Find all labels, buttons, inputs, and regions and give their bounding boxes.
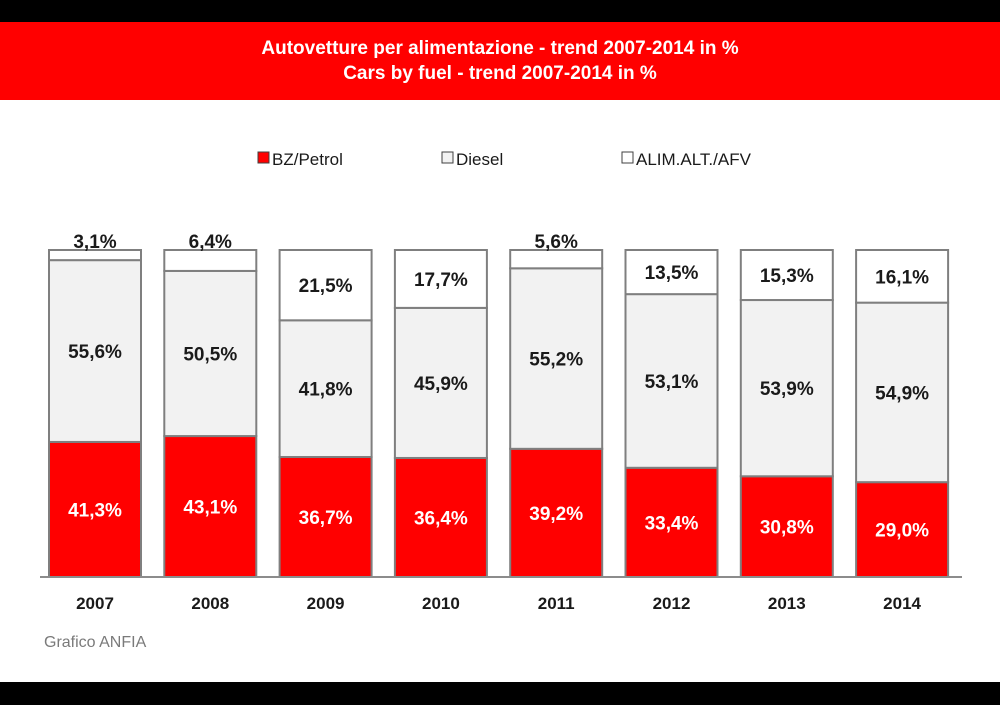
- legend-swatch-0: [257, 151, 270, 164]
- data-label-2014-series-1: 54,9%: [875, 383, 929, 404]
- chart-title: Autovetture per alimentazione - trend 20…: [261, 38, 739, 59]
- data-label-2008-series-1: 50,5%: [183, 344, 237, 365]
- bar-2009-series-0: [278, 455, 373, 578]
- data-label-2012-series-1: 53,1%: [645, 372, 699, 393]
- bar-2013-series-0: [739, 475, 834, 578]
- bar-2013-series-2: [739, 249, 834, 302]
- bar-2014-series-1: [855, 301, 950, 484]
- chart-subtitle: Cars by fuel - trend 2007-2014 in %: [343, 63, 657, 84]
- data-label-2008-series-2: 6,4%: [189, 232, 232, 253]
- data-label-2013-series-0: 30,8%: [760, 518, 814, 539]
- x-tick-label-2007: 2007: [76, 594, 114, 613]
- bar-2008-series-0: [163, 435, 258, 578]
- source-note: Grafico ANFIA: [44, 634, 147, 651]
- bar-2011-series-1: [509, 267, 604, 450]
- bar-2011-series-2: [509, 249, 604, 270]
- bar-2008-series-1: [163, 269, 258, 438]
- x-tick-label-2013: 2013: [768, 594, 806, 613]
- bar-2012-series-2: [624, 249, 719, 296]
- bar-2011-series-0: [509, 447, 604, 579]
- title-banner: Autovetture per alimentazione - trend 20…: [0, 22, 1000, 100]
- data-label-2014-series-2: 16,1%: [875, 267, 929, 288]
- data-label-2012-series-2: 13,5%: [645, 263, 699, 284]
- x-tick-label-2008: 2008: [191, 594, 229, 613]
- x-tick-label-2011: 2011: [538, 594, 575, 613]
- data-label-2009-series-2: 21,5%: [299, 276, 353, 297]
- bar-2010-series-1: [393, 306, 488, 459]
- data-label-2013-series-2: 15,3%: [760, 266, 814, 287]
- x-tick-label-2014: 2014: [883, 594, 921, 613]
- legend-swatch-2: [621, 151, 634, 164]
- x-tick-label-2012: 2012: [653, 594, 691, 613]
- data-label-2013-series-1: 53,9%: [760, 379, 814, 400]
- data-label-2007-series-2: 3,1%: [73, 232, 116, 253]
- data-label-2010-series-1: 45,9%: [414, 374, 468, 395]
- bar-2013-series-1: [739, 299, 834, 478]
- data-label-2010-series-2: 17,7%: [414, 270, 468, 291]
- legend-swatch-1: [441, 151, 454, 164]
- legend-label-0: BZ/Petrol: [272, 150, 343, 169]
- data-label-2010-series-0: 36,4%: [414, 508, 468, 529]
- legend-label-2: ALIM.ALT./AFV: [636, 150, 752, 169]
- data-label-2014-series-0: 29,0%: [875, 521, 929, 542]
- x-tick-label-2009: 2009: [307, 594, 345, 613]
- x-tick-label-2010: 2010: [422, 594, 460, 613]
- bar-2008-series-2: [163, 249, 258, 272]
- bar-2010-series-2: [393, 249, 488, 309]
- data-label-2011-series-2: 5,6%: [535, 232, 578, 253]
- data-label-2012-series-0: 33,4%: [645, 513, 699, 534]
- data-label-2007-series-0: 41,3%: [68, 500, 122, 521]
- legend-label-1: Diesel: [456, 150, 503, 169]
- bar-2014-series-0: [855, 481, 950, 579]
- bar-2014-series-2: [855, 249, 950, 304]
- data-label-2009-series-1: 41,8%: [299, 380, 353, 401]
- data-label-2009-series-0: 36,7%: [299, 508, 353, 529]
- data-label-2011-series-1: 55,2%: [529, 350, 583, 371]
- data-label-2007-series-1: 55,6%: [68, 342, 122, 363]
- data-label-2008-series-0: 43,1%: [183, 498, 237, 519]
- bar-2007-series-2: [48, 249, 142, 262]
- bar-2009-series-2: [278, 249, 373, 322]
- bar-2012-series-1: [624, 293, 719, 469]
- data-label-2011-series-0: 39,2%: [529, 504, 583, 525]
